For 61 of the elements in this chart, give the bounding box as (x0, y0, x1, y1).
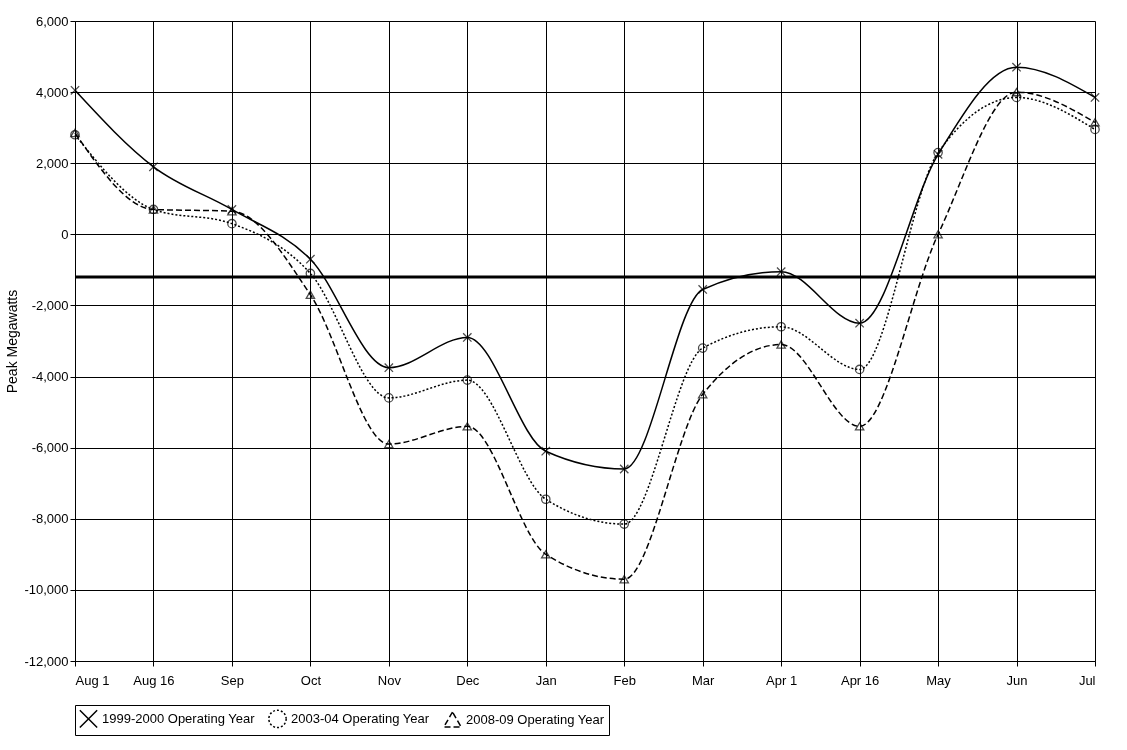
point (462, 422, 473, 431)
y-tick-label: -10,000 (24, 582, 69, 598)
x-tick-label: Aug 16 (133, 672, 175, 688)
point (540, 550, 551, 559)
x-tick-label: May (926, 672, 952, 688)
x-tick-label: Jul (1078, 672, 1096, 688)
y-tick-label: -2,000 (31, 297, 69, 313)
x-tick-label: Oct (300, 672, 322, 688)
point (1090, 118, 1100, 127)
point (540, 446, 551, 457)
point (1011, 62, 1022, 73)
y-tick-label: 0 (61, 226, 69, 242)
point (70, 85, 80, 96)
point (148, 161, 159, 172)
y-tick-label: -4,000 (31, 369, 69, 385)
legend-label: 1999-2000 Operating Year (102, 710, 256, 726)
point (933, 230, 943, 239)
x-tick-label: Apr 16 (840, 672, 880, 688)
x-tick-label: Jun (1006, 672, 1028, 688)
point (854, 422, 865, 431)
point (697, 390, 708, 399)
y-tick-label: -12,000 (24, 653, 69, 669)
point (854, 318, 865, 329)
y-tick-label: 6,000 (35, 13, 69, 29)
point (384, 439, 394, 449)
point (619, 574, 630, 584)
x-tick-label: Nov (377, 672, 402, 688)
point (384, 362, 394, 373)
x-tick-label: Jan (535, 672, 557, 688)
point (462, 375, 473, 385)
point (1090, 124, 1100, 135)
x-tick-label: Feb (613, 672, 636, 688)
legend-label: 2008-09 Operating Year (466, 711, 605, 727)
point (776, 266, 786, 277)
y-tick-label: 2,000 (35, 155, 69, 171)
point (697, 284, 708, 295)
point (776, 340, 786, 349)
point (384, 393, 394, 403)
point (227, 218, 237, 229)
point (697, 343, 708, 353)
point (619, 519, 630, 529)
point (1011, 92, 1022, 103)
point (1090, 92, 1100, 103)
x-tick-label: Dec (456, 672, 480, 688)
x-tick-label: Aug 1 (75, 672, 110, 688)
point (462, 332, 473, 343)
y-tick-label: -8,000 (31, 511, 69, 527)
y-axis-title: Peak Megawatts (4, 289, 21, 394)
x-tick-label: Sep (220, 672, 244, 688)
point (776, 321, 786, 332)
x-tick-label: Apr 1 (766, 672, 798, 688)
legend-label: 2003-04 Operating Year (291, 710, 430, 726)
y-tick-label: 4,000 (35, 84, 69, 100)
point (854, 364, 865, 375)
point (619, 464, 630, 474)
x-tick-label: Mar (692, 672, 716, 688)
point (305, 254, 316, 265)
point (305, 290, 316, 300)
point (1011, 87, 1022, 97)
y-tick-label: -6,000 (31, 440, 69, 456)
point (540, 494, 551, 505)
